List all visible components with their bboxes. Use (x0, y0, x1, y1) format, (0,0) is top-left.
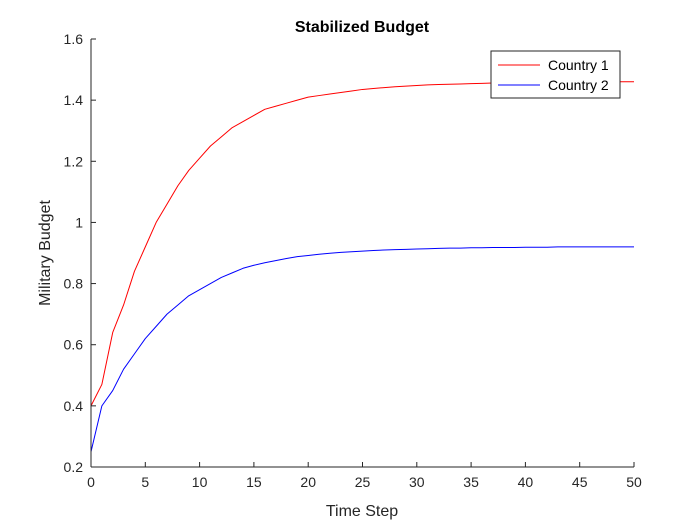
y-tick-label: 0.4 (64, 398, 84, 414)
x-tick-label: 35 (463, 474, 479, 490)
x-tick-label: 50 (626, 474, 642, 490)
plot-area (91, 39, 634, 467)
x-tick-label: 10 (192, 474, 208, 490)
y-tick-label: 0.2 (64, 459, 84, 475)
x-tick-label: 25 (355, 474, 371, 490)
plot-background (91, 39, 634, 467)
x-tick-label: 40 (518, 474, 534, 490)
axes-layer: 0 5 10 15 20 25 30 35 40 45 50 0.2 0.4 0.6 0.8 1 1.2 1.4 1… (64, 31, 642, 490)
chart-title: Stabilized Budget (295, 19, 430, 36)
y-tick-label: 1.4 (64, 92, 84, 108)
y-tick-label: 1.6 (64, 31, 84, 47)
x-tick-label: 20 (300, 474, 316, 490)
legend: Country 1 Country 2 (490, 50, 621, 99)
x-axis-label: Time Step (326, 503, 398, 520)
x-tick-label: 0 (87, 474, 95, 490)
x-tick-label: 15 (246, 474, 262, 490)
legend-box (490, 50, 621, 99)
y-tick-label: 0.6 (64, 337, 84, 353)
y-tick-label: 1 (75, 214, 83, 230)
x-tick-label: 45 (572, 474, 588, 490)
y-tick-label: 1.2 (64, 153, 84, 169)
y-axis-label: Military Budget (37, 200, 54, 306)
series-line-2 (90, 246, 634, 452)
y-tick-label: 0.8 (64, 276, 84, 292)
legend-label-country-2: Country 2 (548, 77, 609, 93)
x-tick-label: 30 (409, 474, 425, 490)
legend-label-country-1: Country 1 (548, 57, 609, 73)
x-tick-label: 5 (141, 474, 149, 490)
